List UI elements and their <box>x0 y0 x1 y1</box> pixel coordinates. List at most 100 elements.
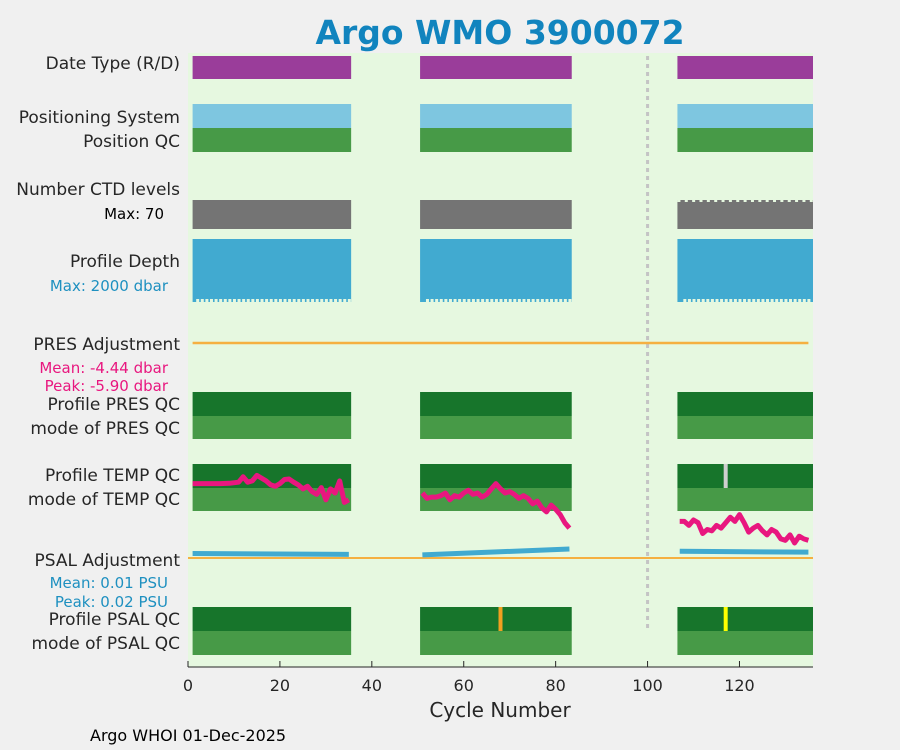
bar-profile-depth-segment-3 <box>677 239 813 302</box>
depth-notch <box>720 299 724 302</box>
bar-profile-temp-qc-segment-3 <box>677 464 813 488</box>
label-number-ctd-levels: Number CTD levels <box>16 180 180 200</box>
label-mode-temp-qc: mode of TEMP QC <box>28 490 180 510</box>
bar-profile-psal-qc-segment-2 <box>420 607 572 631</box>
depth-notch <box>540 299 544 302</box>
ctd-notch <box>787 200 791 202</box>
depth-notch <box>481 299 485 302</box>
depth-notch <box>425 299 429 302</box>
depth-notch <box>710 299 714 302</box>
plot-background <box>188 53 813 667</box>
depth-notch <box>329 299 333 302</box>
bar-profile-psal-qc-segment-3 <box>677 607 813 631</box>
depth-notch <box>334 299 338 302</box>
label-position-qc: Position QC <box>83 132 180 152</box>
bar-positioning-system-segment-2 <box>420 104 572 128</box>
depth-notch <box>311 299 315 302</box>
depth-notch <box>435 299 439 302</box>
depth-notch <box>476 299 480 302</box>
label-mode-psal-qc: mode of PSAL QC <box>31 634 180 654</box>
depth-notch <box>453 299 457 302</box>
x-axis-label: Cycle Number <box>429 698 571 722</box>
x-tick-label: 100 <box>632 676 663 695</box>
x-tick-label: 40 <box>362 676 382 695</box>
depth-notch <box>205 299 209 302</box>
depth-notch <box>200 299 204 302</box>
bar-mode-temp-qc-segment-3 <box>677 488 813 511</box>
depth-notch <box>458 299 462 302</box>
ctd-notch <box>758 200 762 202</box>
depth-notch <box>288 299 292 302</box>
footer-credit: Argo WHOI 01-Dec-2025 <box>90 726 286 745</box>
depth-notch <box>770 299 774 302</box>
depth-notch <box>343 299 347 302</box>
ctd-notch <box>743 200 747 202</box>
depth-notch <box>237 299 241 302</box>
depth-notch <box>733 299 737 302</box>
depth-notch <box>701 299 705 302</box>
depth-notch <box>242 299 246 302</box>
bar-positioning-system-segment-1 <box>192 104 352 128</box>
bar-mode-psal-qc-segment-2 <box>420 631 572 655</box>
depth-notch <box>522 299 526 302</box>
depth-notch <box>246 299 250 302</box>
depth-notch <box>499 299 503 302</box>
depth-notch <box>531 299 535 302</box>
depth-notch <box>554 299 558 302</box>
depth-notch <box>494 299 498 302</box>
depth-notch <box>255 299 259 302</box>
depth-notch <box>223 299 227 302</box>
depth-notch <box>513 299 517 302</box>
depth-notch <box>766 299 770 302</box>
bar-mode-psal-qc-segment-3 <box>677 631 813 655</box>
label-psal-adjustment: PSAL Adjustment <box>35 551 181 571</box>
depth-notch <box>196 299 200 302</box>
depth-notch <box>228 299 232 302</box>
depth-notch <box>283 299 287 302</box>
depth-notch <box>738 299 742 302</box>
depth-notch <box>784 299 788 302</box>
bar-mode-pres-qc-segment-1 <box>192 416 352 439</box>
depth-notch <box>320 299 324 302</box>
depth-notch <box>752 299 756 302</box>
ctd-notch <box>699 200 703 202</box>
label-profile-depth: Profile Depth <box>70 252 180 272</box>
qc-flag-profile-psal-qc <box>723 607 728 631</box>
note-psal-mean: Mean: 0.01 PSU <box>50 574 168 592</box>
ctd-notch <box>750 200 754 202</box>
chart-title: Argo WMO 3900072 <box>315 13 684 52</box>
depth-notch <box>802 299 806 302</box>
depth-notch <box>715 299 719 302</box>
depth-notch <box>430 299 434 302</box>
depth-notch <box>563 299 567 302</box>
psal-adjustment-series-3 <box>679 548 809 555</box>
depth-notch <box>504 299 508 302</box>
label-mode-pres-qc: mode of PRES QC <box>30 419 180 439</box>
bar-number-ctd-levels-segment-2 <box>420 200 572 229</box>
depth-notch <box>347 299 351 302</box>
x-tick-label: 60 <box>454 676 474 695</box>
bar-positioning-system-segment-3 <box>677 104 813 128</box>
label-profile-pres-qc: Profile PRES QC <box>47 395 180 415</box>
depth-notch <box>219 299 223 302</box>
depth-notch <box>485 299 489 302</box>
depth-notch <box>274 299 278 302</box>
bar-profile-pres-qc-segment-2 <box>420 392 572 416</box>
ctd-notch <box>721 200 725 202</box>
bar-position-qc-segment-1 <box>192 128 352 152</box>
depth-notch <box>779 299 783 302</box>
depth-notch <box>536 299 540 302</box>
depth-notch <box>260 299 264 302</box>
depth-notch <box>338 299 342 302</box>
ctd-notch <box>736 200 740 202</box>
depth-notch <box>729 299 733 302</box>
ctd-notch <box>677 200 681 202</box>
depth-notch <box>756 299 760 302</box>
ctd-notch <box>684 200 688 202</box>
depth-notch <box>269 299 273 302</box>
depth-notch <box>568 299 572 302</box>
depth-notch <box>467 299 471 302</box>
qc-flag-profile-psal-qc <box>498 607 503 631</box>
note-depth-max: Max: 2000 dbar <box>50 277 169 295</box>
depth-notch <box>697 299 701 302</box>
